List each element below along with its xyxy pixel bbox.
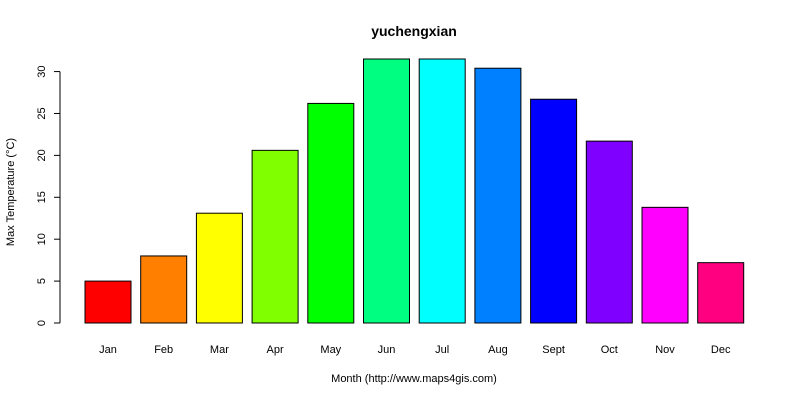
x-tick-labels: Jan Feb Mar Apr May Jun Jul Aug Sept Oct Nov Dec	[99, 344, 731, 356]
bar-feb	[140, 255, 188, 324]
bar-jul	[418, 58, 466, 324]
x-tick-label: Nov	[655, 344, 675, 356]
x-axis-label: Month (http://www.maps4gis.com)	[331, 373, 497, 385]
bar-aug	[474, 67, 522, 324]
bar-jan	[84, 280, 132, 324]
y-tick-label: 30	[36, 65, 48, 77]
x-tick-label: Mar	[210, 344, 229, 356]
y-tick-label: 10	[36, 233, 48, 245]
y-axis: 0 5 10 15 20 25 30	[36, 65, 61, 326]
x-tick-label: Sept	[542, 344, 565, 356]
y-tick-label: 0	[36, 320, 48, 326]
x-tick-label: Apr	[267, 344, 284, 356]
y-tick-label: 5	[36, 278, 48, 284]
bar-series	[84, 58, 745, 324]
bar-sept	[530, 98, 578, 324]
y-tick-label: 20	[36, 149, 48, 161]
y-tick-label: 15	[36, 191, 48, 203]
x-tick-label: May	[320, 344, 341, 356]
x-tick-label: Jan	[99, 344, 117, 356]
bar-mar	[195, 212, 243, 324]
bar-apr	[251, 149, 299, 324]
y-axis-label: Max Temperature (°C)	[5, 138, 17, 246]
x-tick-label: Jul	[435, 344, 449, 356]
x-tick-label: Jun	[378, 344, 396, 356]
bar-may	[307, 102, 355, 324]
x-tick-label: Aug	[488, 344, 508, 356]
x-tick-label: Feb	[154, 344, 173, 356]
bar-dec	[697, 262, 745, 324]
x-tick-label: Dec	[711, 344, 731, 356]
bar-nov	[641, 206, 689, 324]
y-tick-label: 25	[36, 107, 48, 119]
bar-jun	[363, 58, 410, 324]
bar-oct	[585, 140, 633, 324]
chart-title: yuchengxian	[371, 23, 457, 39]
x-tick-label: Oct	[601, 344, 618, 356]
